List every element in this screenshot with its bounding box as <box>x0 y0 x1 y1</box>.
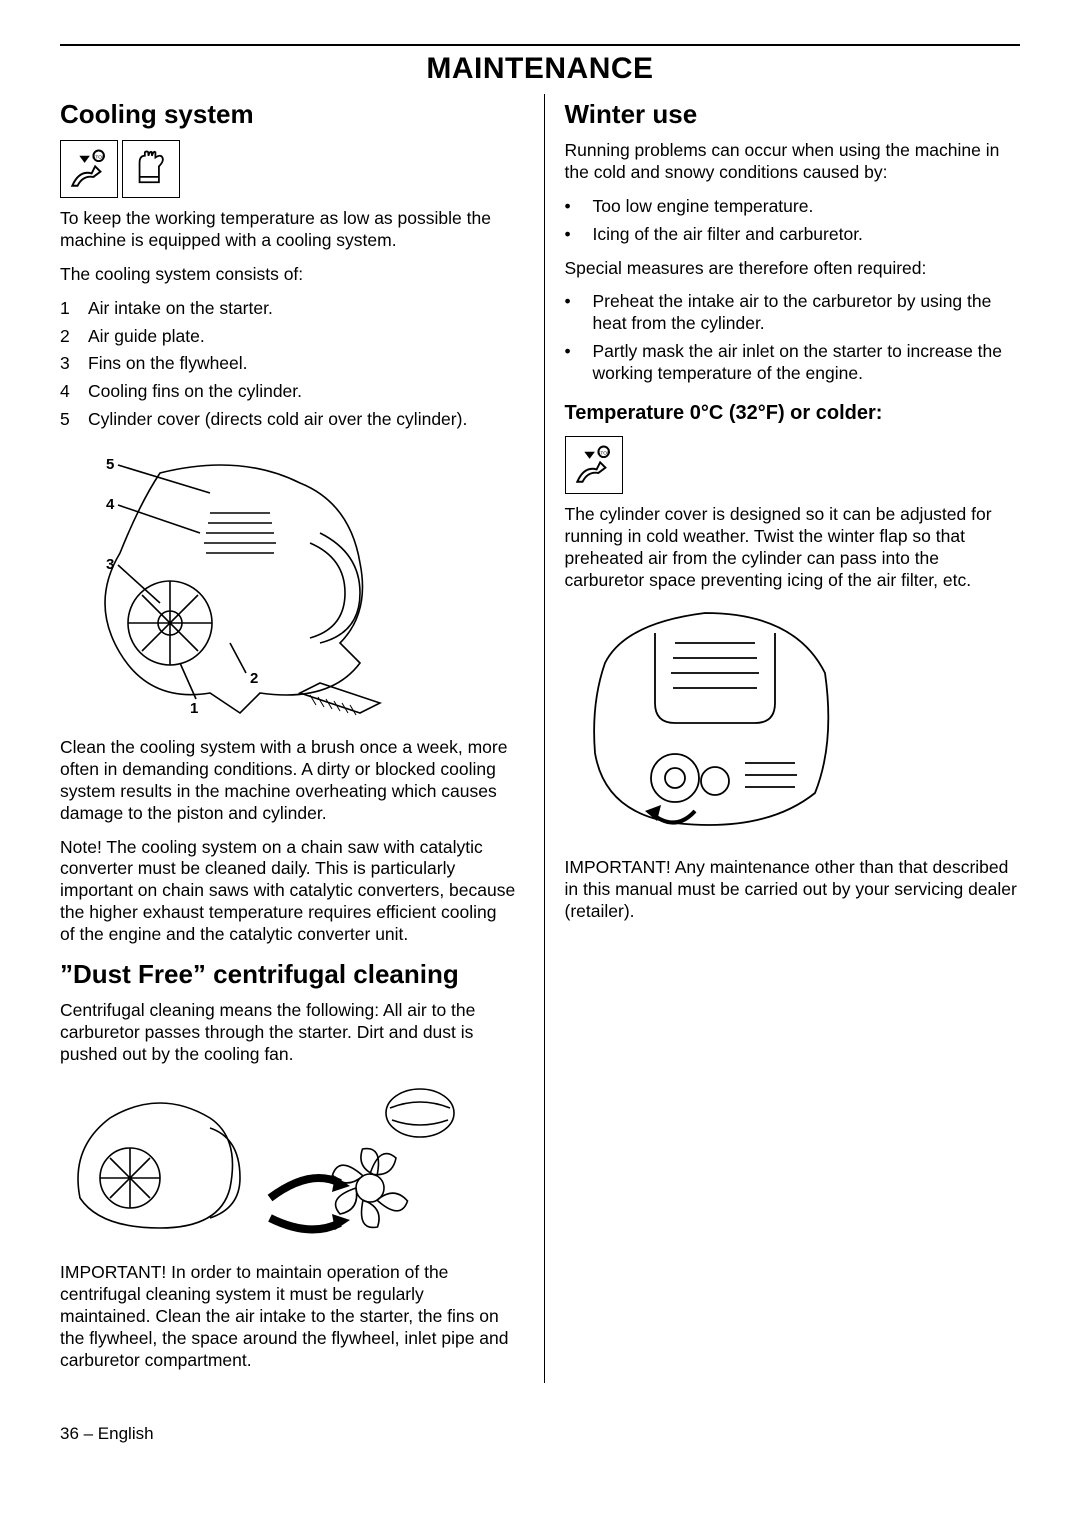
winter-special: Special measures are therefore often req… <box>565 258 1021 280</box>
right-column: Winter use Running problems can occur wh… <box>544 94 1021 1384</box>
dustfree-p1: Centrifugal cleaning means the following… <box>60 1000 516 1066</box>
item-number: 1 <box>60 298 88 320</box>
svg-text:STOP: STOP <box>597 450 610 456</box>
stop-arrow-icon: STOP <box>565 436 623 494</box>
cooling-icon-row: STOP <box>60 140 516 198</box>
bullet: • <box>565 224 593 246</box>
list-item: •Too low engine temperature. <box>565 196 1021 218</box>
bullet: • <box>565 291 593 335</box>
svg-text:STOP: STOP <box>92 154 105 160</box>
winter-measures-list: •Preheat the intake air to the carbureto… <box>565 291 1021 385</box>
dustfree-heading: ”Dust Free” centrifugal cleaning <box>60 958 516 991</box>
diagram-label-3: 3 <box>106 556 114 573</box>
bullet: • <box>565 196 593 218</box>
cooling-consists: The cooling system consists of: <box>60 264 516 286</box>
cooling-heading: Cooling system <box>60 98 516 131</box>
dustfree-diagram <box>60 1078 516 1248</box>
cooling-intro: To keep the working temperature as low a… <box>60 208 516 252</box>
diagram-label-5: 5 <box>106 456 114 473</box>
page-title: MAINTENANCE <box>60 50 1020 88</box>
list-item: •Icing of the air filter and carburetor. <box>565 224 1021 246</box>
item-text: Air guide plate. <box>88 326 205 348</box>
diagram-label-2: 2 <box>250 670 258 687</box>
item-number: 3 <box>60 353 88 375</box>
list-item: 4Cooling fins on the cylinder. <box>60 381 516 403</box>
item-text: Cooling fins on the cylinder. <box>88 381 302 403</box>
item-number: 2 <box>60 326 88 348</box>
two-column-layout: Cooling system STOP <box>60 94 1020 1384</box>
winter-intro: Running problems can occur when using th… <box>565 140 1021 184</box>
temp-heading: Temperature 0°C (32°F) or colder: <box>565 401 1021 426</box>
cylinder-cover-diagram <box>565 603 1021 843</box>
item-text: Too low engine temperature. <box>593 196 814 218</box>
glove-icon <box>122 140 180 198</box>
temp-paragraph: The cylinder cover is designed so it can… <box>565 504 1021 592</box>
item-text: Icing of the air filter and carburetor. <box>593 224 863 246</box>
list-item: •Preheat the intake air to the carbureto… <box>565 291 1021 335</box>
item-number: 4 <box>60 381 88 403</box>
winter-causes-list: •Too low engine temperature. •Icing of t… <box>565 196 1021 246</box>
cooling-clean: Clean the cooling system with a brush on… <box>60 737 516 825</box>
cooling-diagram: 5 4 3 2 1 <box>60 443 516 723</box>
left-column: Cooling system STOP <box>60 94 520 1384</box>
item-text: Preheat the intake air to the carburetor… <box>593 291 1021 335</box>
list-item: 2Air guide plate. <box>60 326 516 348</box>
item-text: Cylinder cover (directs cold air over th… <box>88 409 467 431</box>
cooling-parts-list: 1Air intake on the starter. 2Air guide p… <box>60 298 516 431</box>
list-item: 3Fins on the flywheel. <box>60 353 516 375</box>
item-number: 5 <box>60 409 88 431</box>
list-item: •Partly mask the air inlet on the starte… <box>565 341 1021 385</box>
cooling-note: Note! The cooling system on a chain saw … <box>60 837 516 946</box>
item-text: Fins on the flywheel. <box>88 353 248 375</box>
temp-icon-row: STOP <box>565 436 1021 494</box>
top-rule <box>60 44 1020 46</box>
dustfree-p2: IMPORTANT! In order to maintain operatio… <box>60 1262 516 1371</box>
page-footer: 36 – English <box>60 1423 1020 1444</box>
diagram-label-4: 4 <box>106 496 115 513</box>
list-item: 1Air intake on the starter. <box>60 298 516 320</box>
item-text: Partly mask the air inlet on the starter… <box>593 341 1021 385</box>
diagram-label-1: 1 <box>190 700 198 717</box>
bullet: • <box>565 341 593 385</box>
winter-important: IMPORTANT! Any maintenance other than th… <box>565 857 1021 923</box>
list-item: 5Cylinder cover (directs cold air over t… <box>60 409 516 431</box>
winter-heading: Winter use <box>565 98 1021 131</box>
item-text: Air intake on the starter. <box>88 298 273 320</box>
stop-arrow-icon: STOP <box>60 140 118 198</box>
